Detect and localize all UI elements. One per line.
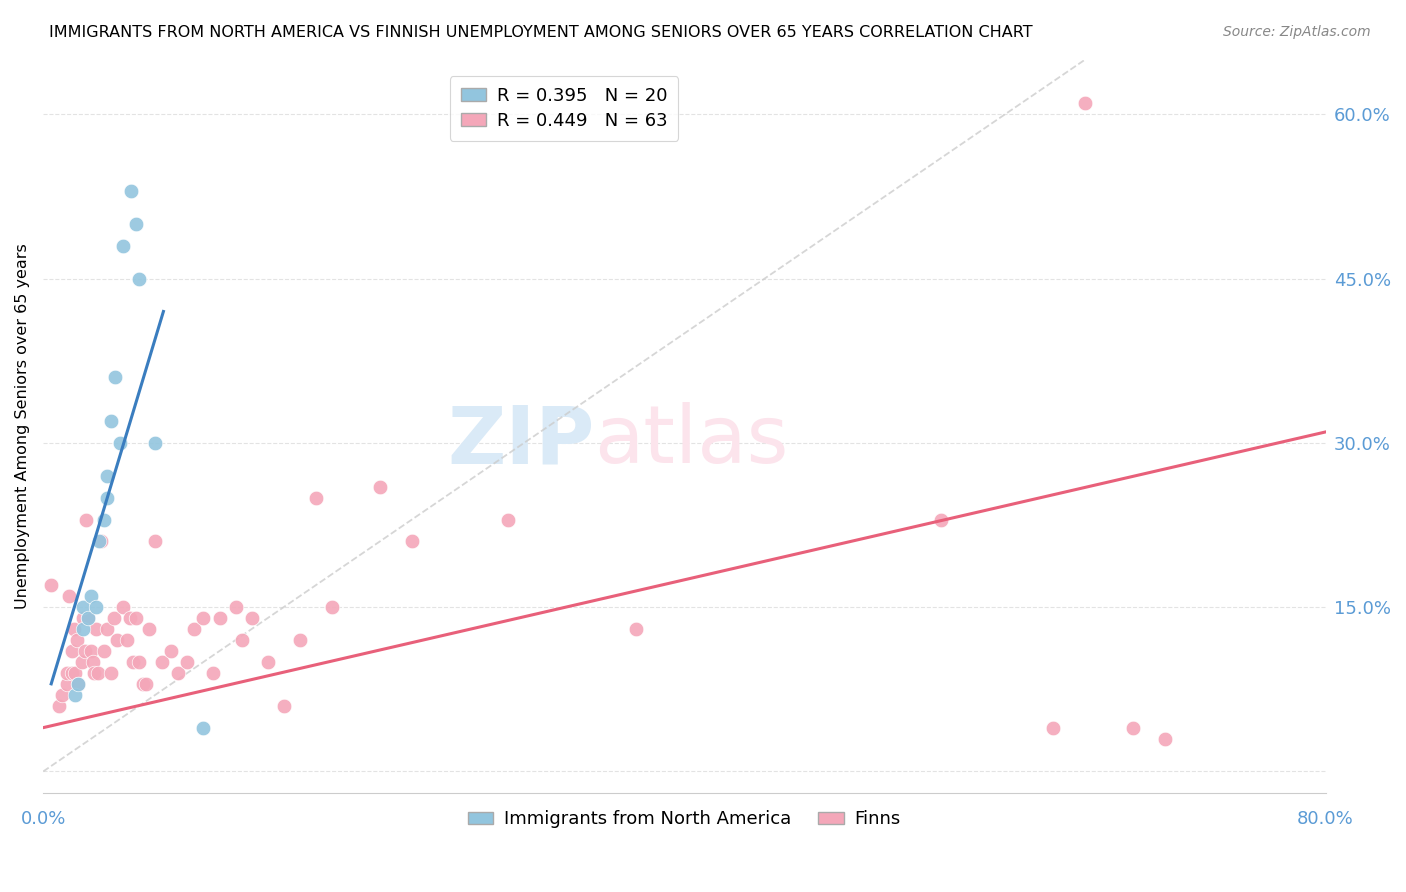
- Point: [105, 633, 128, 648]
- Point: [108, 436, 131, 450]
- Point: [100, 665, 122, 680]
- Point: [202, 665, 225, 680]
- Point: [145, 436, 167, 450]
- Point: [48, 698, 70, 713]
- Point: [122, 655, 145, 669]
- Point: [112, 600, 135, 615]
- Point: [56, 677, 79, 691]
- Point: [208, 611, 231, 625]
- Point: [58, 589, 80, 603]
- Point: [70, 655, 93, 669]
- Point: [288, 633, 311, 648]
- Point: [72, 600, 94, 615]
- Point: [80, 644, 103, 658]
- Point: [1122, 721, 1144, 735]
- Point: [131, 677, 153, 691]
- Point: [112, 239, 135, 253]
- Point: [80, 589, 103, 603]
- Point: [145, 534, 167, 549]
- Text: 80.0%: 80.0%: [1298, 810, 1354, 829]
- Point: [83, 665, 105, 680]
- Point: [225, 600, 247, 615]
- Point: [103, 611, 125, 625]
- Point: [76, 512, 98, 526]
- Point: [96, 491, 118, 505]
- Point: [86, 665, 108, 680]
- Legend: Immigrants from North America, Finns: Immigrants from North America, Finns: [461, 803, 908, 836]
- Point: [115, 633, 138, 648]
- Point: [496, 512, 519, 526]
- Point: [128, 271, 150, 285]
- Point: [77, 611, 100, 625]
- Point: [65, 665, 87, 680]
- Point: [150, 655, 173, 669]
- Point: [256, 655, 278, 669]
- Point: [176, 655, 198, 669]
- Point: [128, 655, 150, 669]
- Point: [120, 184, 142, 198]
- Point: [51, 688, 73, 702]
- Point: [193, 611, 215, 625]
- Point: [305, 491, 328, 505]
- Point: [73, 644, 96, 658]
- Point: [104, 370, 127, 384]
- Text: 0.0%: 0.0%: [21, 810, 66, 829]
- Point: [100, 414, 122, 428]
- Point: [273, 698, 295, 713]
- Point: [626, 622, 648, 636]
- Point: [72, 622, 94, 636]
- Point: [66, 633, 89, 648]
- Point: [231, 633, 253, 648]
- Point: [77, 611, 100, 625]
- Point: [56, 665, 79, 680]
- Point: [84, 600, 107, 615]
- Point: [135, 677, 157, 691]
- Point: [118, 611, 141, 625]
- Point: [1042, 721, 1064, 735]
- Point: [82, 655, 104, 669]
- Point: [929, 512, 952, 526]
- Text: atlas: atlas: [595, 402, 789, 480]
- Point: [60, 644, 83, 658]
- Point: [166, 665, 188, 680]
- Point: [72, 611, 94, 625]
- Point: [67, 677, 90, 691]
- Point: [96, 622, 118, 636]
- Text: ZIP: ZIP: [447, 402, 595, 480]
- Point: [125, 611, 148, 625]
- Point: [84, 622, 107, 636]
- Point: [368, 480, 391, 494]
- Y-axis label: Unemployment Among Seniors over 65 years: Unemployment Among Seniors over 65 years: [15, 244, 30, 609]
- Point: [401, 534, 423, 549]
- Text: Source: ZipAtlas.com: Source: ZipAtlas.com: [1223, 25, 1371, 39]
- Point: [138, 622, 160, 636]
- Point: [62, 622, 84, 636]
- Point: [1074, 96, 1097, 111]
- Point: [96, 468, 118, 483]
- Point: [1154, 731, 1177, 746]
- Point: [321, 600, 343, 615]
- Point: [93, 644, 115, 658]
- Point: [183, 622, 205, 636]
- Point: [93, 512, 115, 526]
- Point: [90, 534, 112, 549]
- Point: [125, 217, 148, 231]
- Point: [240, 611, 263, 625]
- Text: IMMIGRANTS FROM NORTH AMERICA VS FINNISH UNEMPLOYMENT AMONG SENIORS OVER 65 YEAR: IMMIGRANTS FROM NORTH AMERICA VS FINNISH…: [49, 25, 1033, 40]
- Point: [65, 688, 87, 702]
- Point: [160, 644, 183, 658]
- Point: [193, 721, 215, 735]
- Point: [39, 578, 62, 592]
- Point: [60, 665, 83, 680]
- Point: [67, 677, 90, 691]
- Point: [89, 534, 111, 549]
